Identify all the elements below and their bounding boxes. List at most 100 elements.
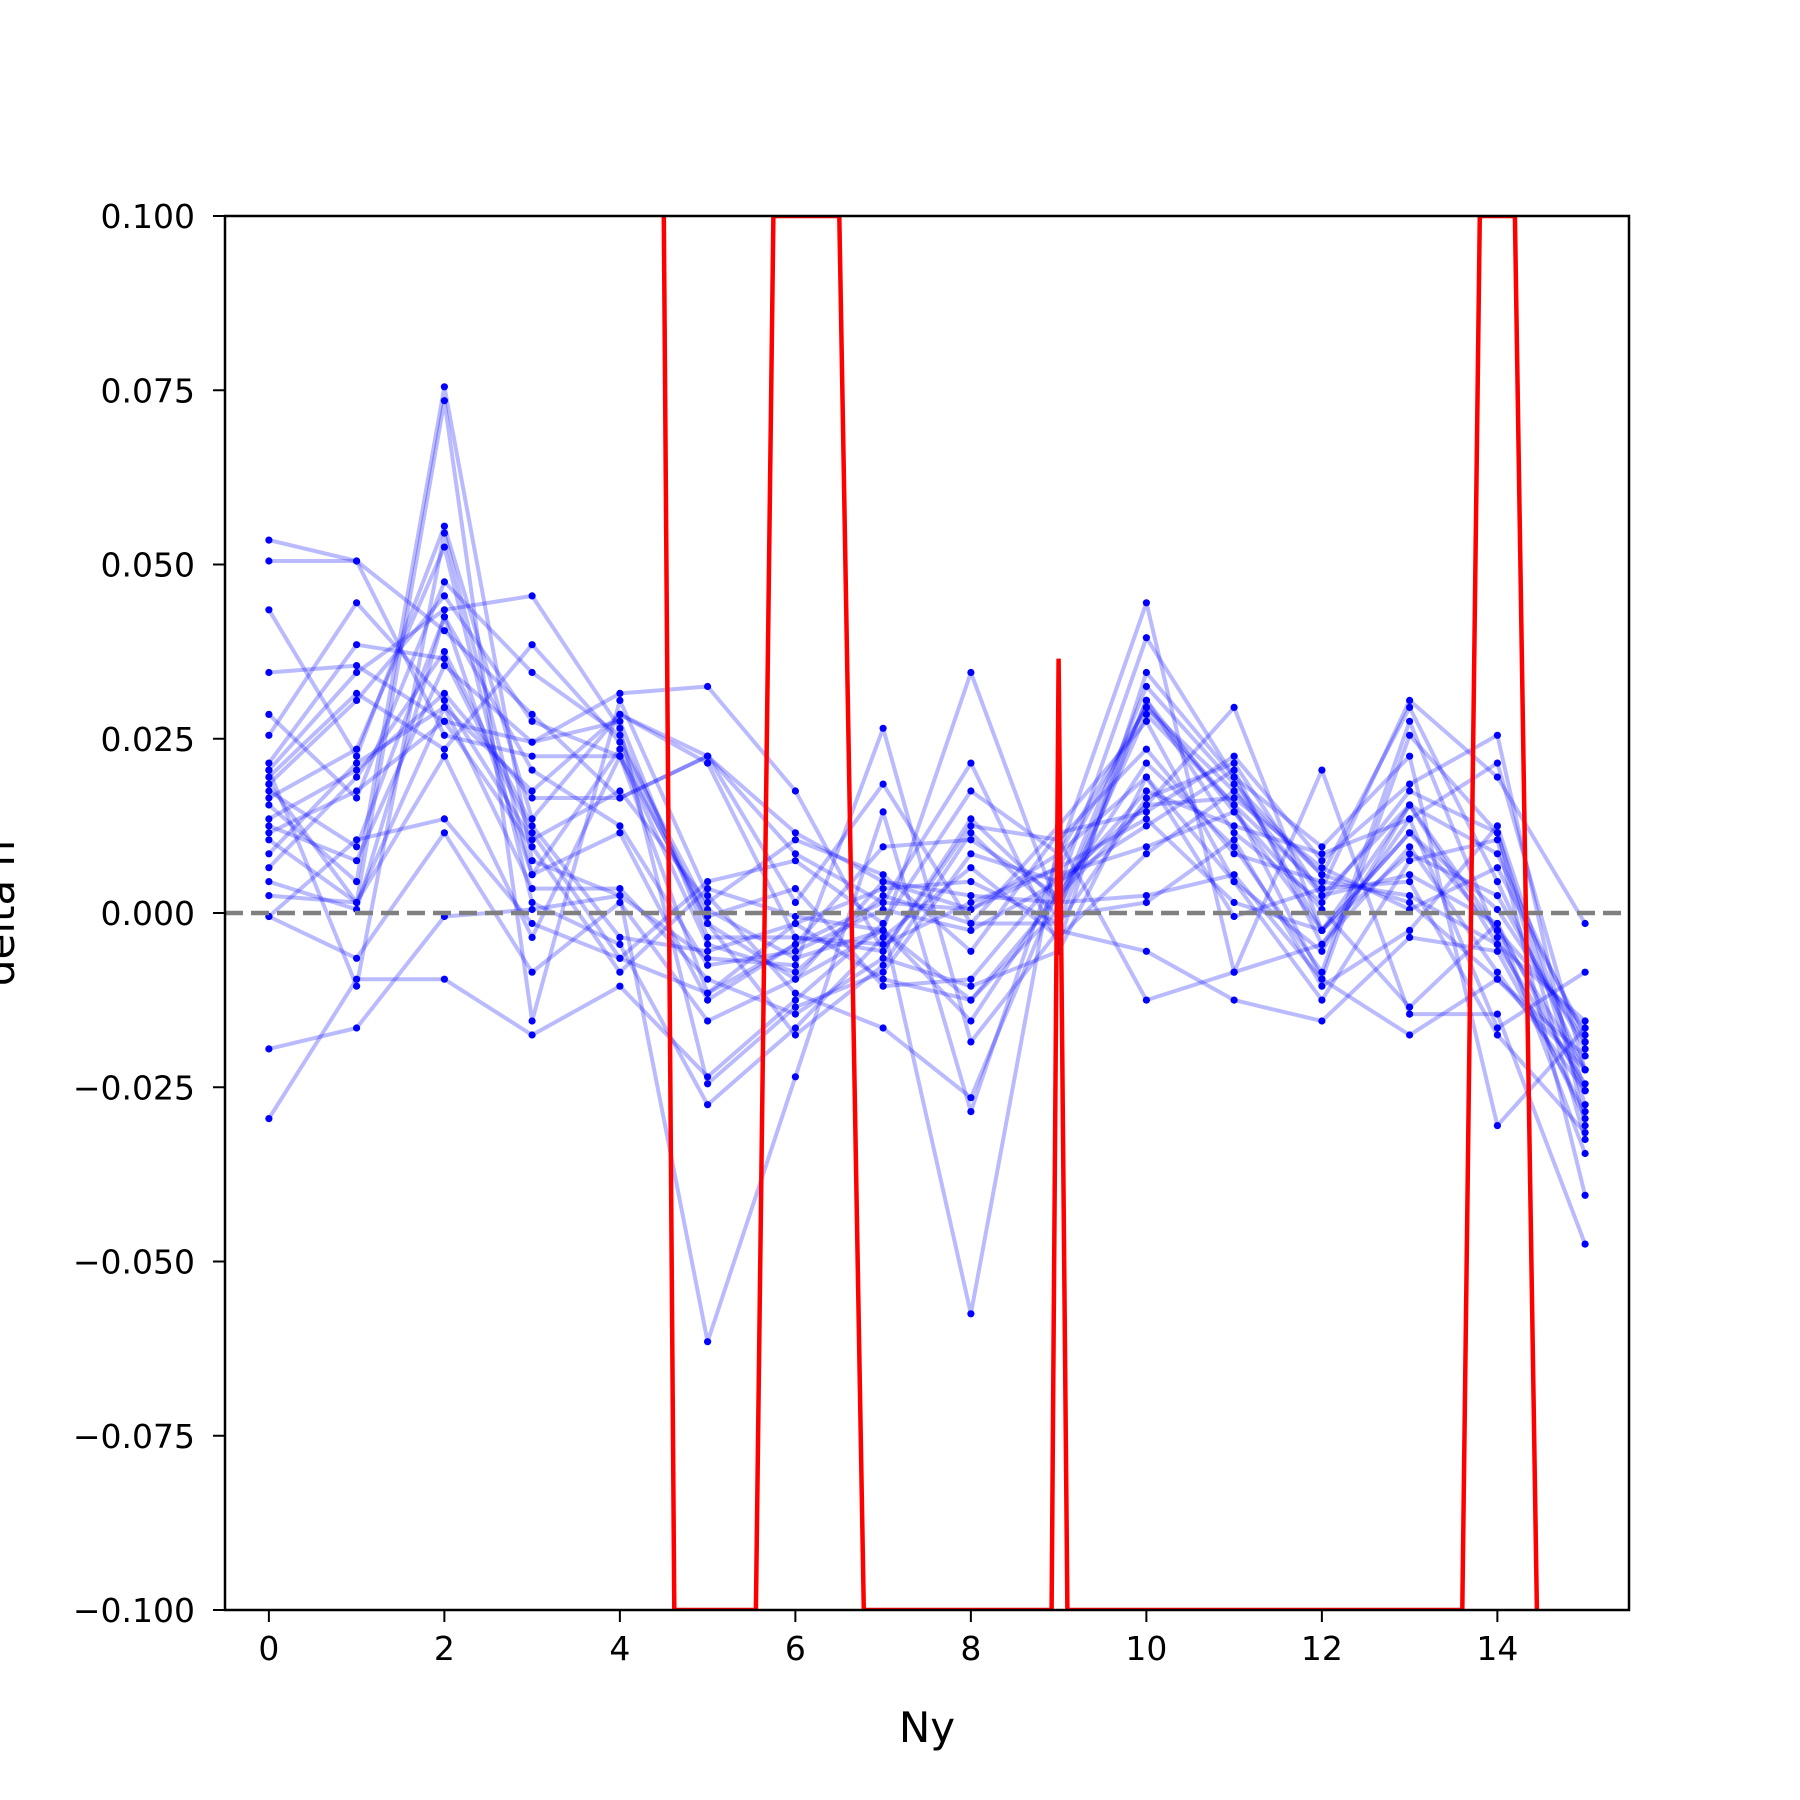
data-point bbox=[528, 836, 536, 844]
data-point bbox=[1581, 1087, 1589, 1095]
data-point bbox=[704, 878, 712, 886]
data-point bbox=[1406, 1003, 1414, 1011]
y-axis-title: delta n bbox=[0, 840, 24, 986]
data-point bbox=[353, 857, 361, 865]
data-point bbox=[879, 947, 887, 955]
data-point bbox=[1581, 1135, 1589, 1144]
data-point bbox=[1493, 947, 1501, 955]
data-point bbox=[1230, 829, 1238, 837]
data-point bbox=[879, 808, 887, 816]
data-point bbox=[1406, 898, 1414, 907]
data-point bbox=[1142, 682, 1150, 691]
series-line bbox=[267, 398, 1587, 1128]
data-point bbox=[1581, 1066, 1589, 1074]
data-point bbox=[791, 885, 800, 893]
data-point bbox=[1493, 773, 1501, 781]
data-point bbox=[879, 975, 887, 983]
data-point bbox=[528, 1017, 536, 1025]
data-point bbox=[879, 940, 887, 949]
series-line bbox=[267, 531, 1587, 1092]
plot-area bbox=[225, 216, 1629, 1610]
data-point bbox=[265, 878, 273, 886]
series-line bbox=[267, 642, 1587, 961]
data-point bbox=[616, 892, 624, 900]
data-point bbox=[616, 710, 624, 719]
data-point bbox=[704, 996, 712, 1004]
data-point bbox=[1406, 829, 1414, 837]
data-point bbox=[265, 710, 273, 719]
data-point bbox=[1406, 752, 1414, 760]
x-tick-label: 12 bbox=[1301, 1629, 1343, 1668]
data-point bbox=[1493, 933, 1501, 942]
data-point bbox=[1406, 871, 1414, 879]
data-point bbox=[528, 885, 536, 893]
data-point bbox=[704, 1338, 712, 1346]
data-point bbox=[1230, 996, 1238, 1004]
data-point bbox=[704, 892, 712, 900]
data-point bbox=[967, 919, 975, 928]
data-point bbox=[967, 822, 975, 830]
series-line bbox=[267, 768, 1587, 1316]
data-point bbox=[1142, 815, 1150, 823]
data-point bbox=[265, 766, 273, 774]
data-point bbox=[1493, 919, 1501, 928]
data-point bbox=[1230, 968, 1238, 976]
data-point bbox=[1493, 1024, 1501, 1032]
data-point bbox=[528, 815, 536, 823]
data-point bbox=[440, 613, 448, 621]
data-point bbox=[879, 892, 887, 900]
data-point bbox=[528, 871, 536, 879]
data-point bbox=[353, 662, 361, 670]
data-point bbox=[265, 759, 273, 767]
data-point bbox=[440, 592, 448, 600]
data-point bbox=[353, 954, 361, 962]
x-tick-label: 8 bbox=[960, 1629, 981, 1668]
data-point bbox=[967, 982, 975, 990]
y-tick-label: −0.050 bbox=[73, 1243, 195, 1282]
series-line bbox=[268, 663, 1587, 1058]
data-point bbox=[879, 968, 887, 976]
data-point bbox=[1318, 926, 1326, 935]
data-point bbox=[1142, 947, 1150, 955]
data-point bbox=[1493, 940, 1501, 949]
data-point bbox=[967, 759, 975, 767]
series-line bbox=[267, 545, 1587, 1155]
data-point bbox=[879, 724, 887, 732]
data-point bbox=[704, 1080, 712, 1088]
data-point bbox=[1406, 850, 1414, 858]
data-point bbox=[1493, 850, 1501, 858]
series-11 bbox=[265, 543, 1589, 1158]
data-point bbox=[528, 919, 536, 928]
data-point bbox=[353, 599, 361, 607]
data-point bbox=[1142, 696, 1150, 705]
data-point bbox=[967, 1038, 975, 1046]
data-point bbox=[1493, 1031, 1501, 1039]
data-point bbox=[967, 836, 975, 844]
data-point bbox=[704, 933, 712, 942]
series-line bbox=[267, 691, 1587, 1071]
data-point bbox=[791, 850, 800, 858]
series-line bbox=[267, 712, 1587, 1134]
data-point bbox=[440, 383, 448, 391]
data-point bbox=[1581, 968, 1589, 976]
x-axis: 0 2 4 6 8 10 12 14 bbox=[258, 1610, 1518, 1668]
data-point bbox=[1230, 752, 1238, 760]
data-point bbox=[1142, 801, 1150, 809]
data-point bbox=[791, 898, 800, 907]
data-point bbox=[1230, 836, 1238, 844]
data-point bbox=[967, 975, 975, 983]
x-tick-label: 10 bbox=[1125, 1629, 1167, 1668]
data-point bbox=[440, 655, 448, 663]
series-24 bbox=[265, 397, 1589, 1130]
data-point bbox=[353, 641, 361, 649]
data-point bbox=[967, 1017, 975, 1025]
data-point bbox=[1230, 878, 1238, 886]
data-point bbox=[440, 975, 448, 983]
data-point bbox=[879, 1024, 887, 1032]
data-point bbox=[967, 668, 975, 677]
y-tick-label: −0.025 bbox=[73, 1068, 195, 1107]
series-line bbox=[268, 538, 1587, 1071]
series-line bbox=[268, 719, 1588, 1071]
data-point bbox=[967, 878, 975, 886]
data-point bbox=[616, 724, 624, 732]
